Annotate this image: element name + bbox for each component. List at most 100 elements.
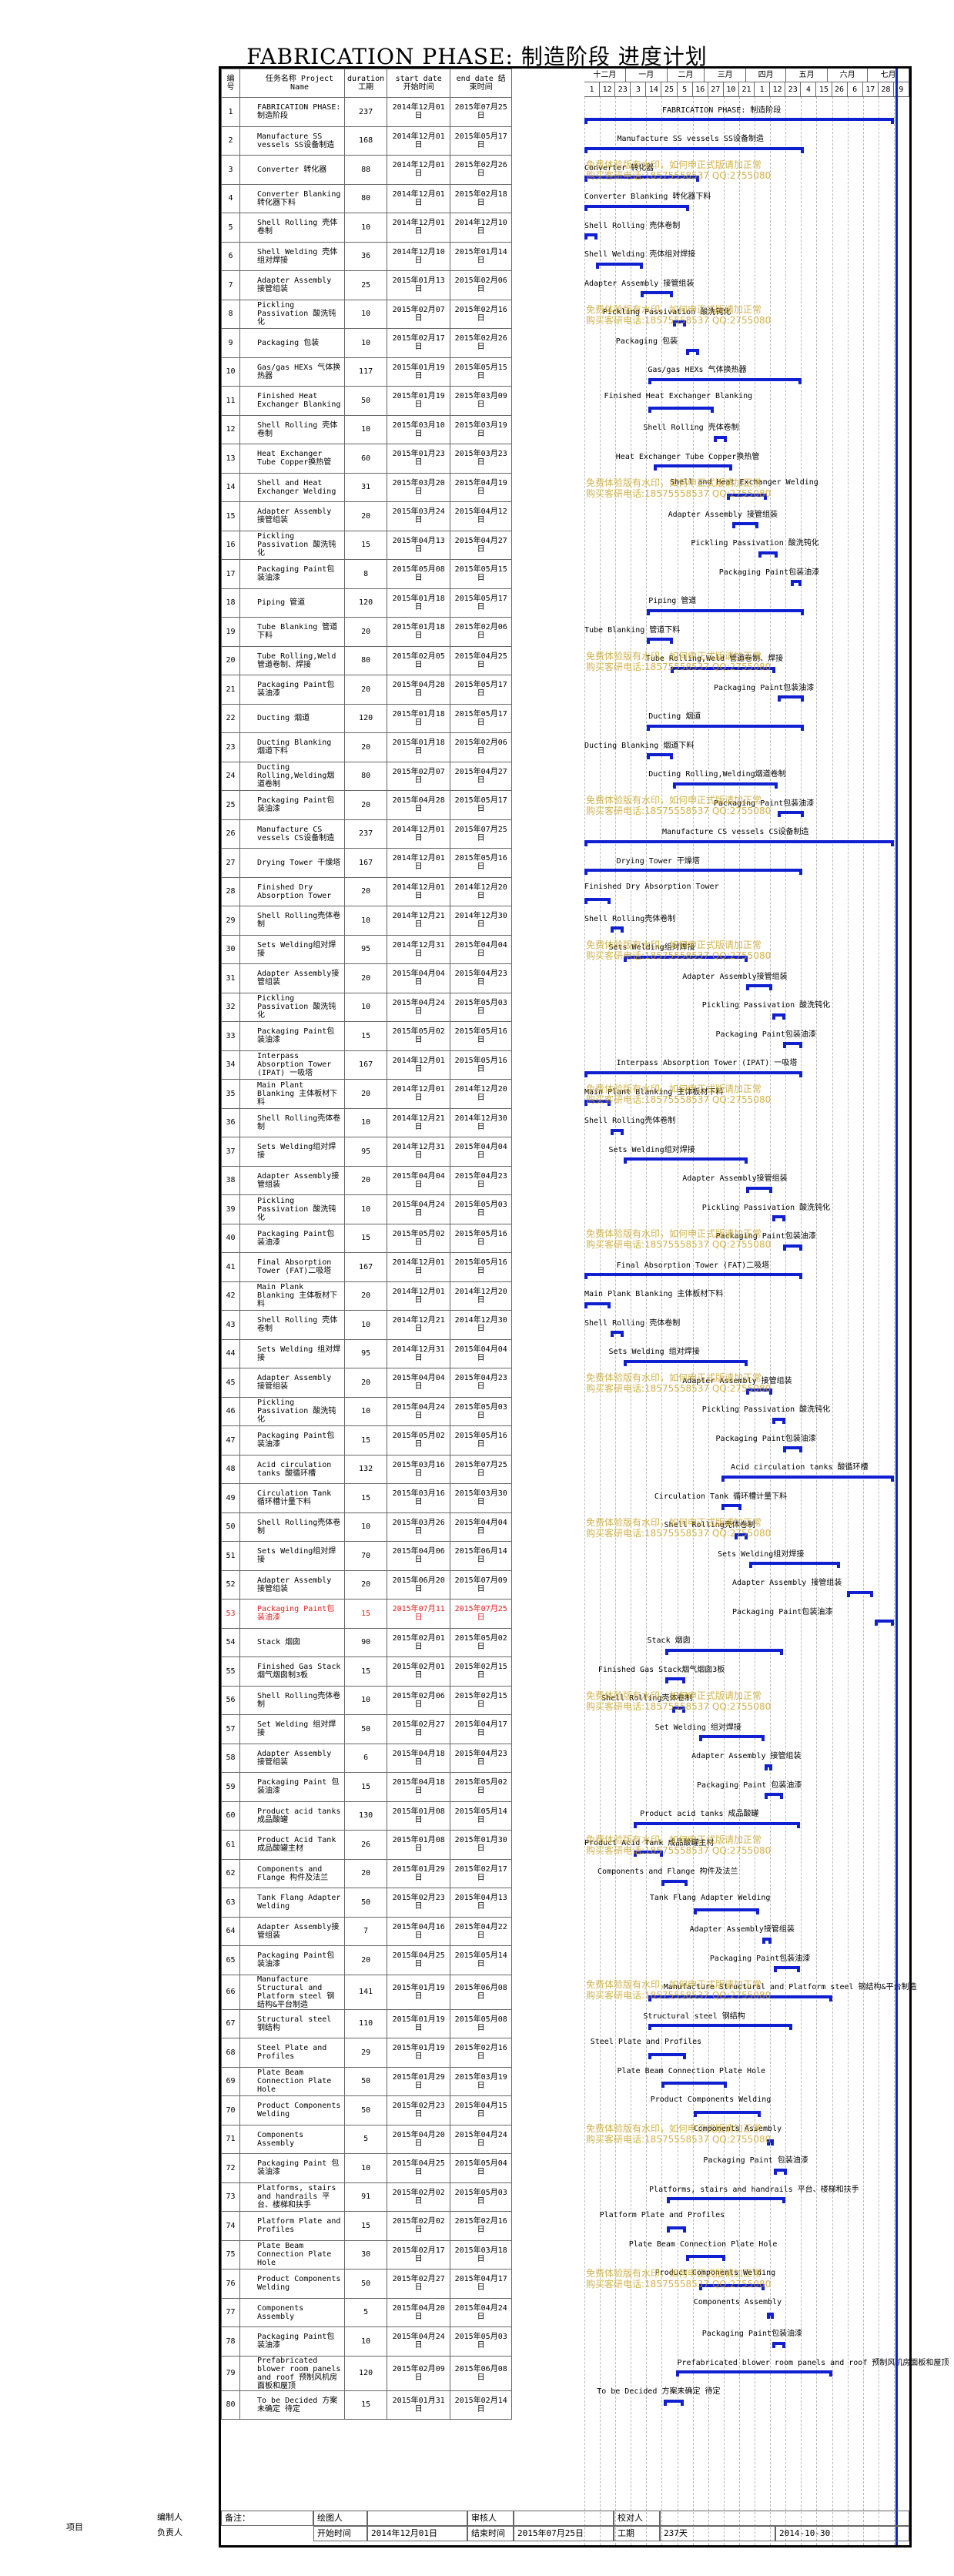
table-row[interactable]: 78 Packaging Paint包装油漆 10 2015年04月24日 2015年0…	[221, 2326, 513, 2357]
gantt-bar[interactable]	[584, 176, 700, 182]
gantt-bar[interactable]	[648, 407, 714, 413]
gantt-bar[interactable]	[748, 1562, 841, 1568]
table-row[interactable]: 46 Pickling Passivation 酸洗钝化 10 2015年04月24日…	[221, 1396, 513, 1426]
gantt-bar[interactable]	[778, 811, 804, 817]
table-row[interactable]: 59 Packaging Paint 包装油漆 15 2015年04月18日 2015年…	[221, 1772, 513, 1802]
table-row[interactable]: 77 Components Assembly 5 2015年04月20日 2015年04…	[221, 2297, 513, 2327]
table-row[interactable]: 70 Product Components Welding 50 2015年02月23…	[221, 2095, 513, 2125]
table-row[interactable]: 33 Packaging Paint包装油漆 15 2015年05月02日 2015年0…	[221, 1021, 513, 1051]
gantt-bar[interactable]	[713, 435, 727, 442]
gantt-bar[interactable]	[721, 1475, 894, 1482]
table-row[interactable]: 62 Components and Flange 构件及法兰 20 2015年01月2…	[221, 1858, 513, 1888]
gantt-bar[interactable]	[664, 2399, 685, 2406]
gantt-bar[interactable]	[731, 522, 758, 528]
gantt-bar[interactable]	[791, 580, 802, 586]
gantt-bar[interactable]	[699, 2283, 765, 2290]
gantt-bar[interactable]	[782, 1042, 803, 1048]
table-row[interactable]: 34 Interpass Absorption Tower (IPAT) 一吸塔 1…	[221, 1050, 513, 1080]
table-row[interactable]: 23 Ducting Blanking 烟道下料 20 2015年01月18日 2015…	[221, 732, 513, 762]
gantt-bar[interactable]	[772, 1417, 786, 1424]
gantt-bar[interactable]	[673, 782, 778, 789]
table-row[interactable]: 6 Shell Welding 壳体组对焊接 36 2014年12月10日 2015年0…	[221, 241, 513, 271]
table-row[interactable]: 41 Final Absorption Tower (FAT)二吸塔 167 2014…	[221, 1252, 513, 1282]
table-row[interactable]: 12 Shell Rolling 壳体卷制 10 2015年03月10日 2015年03…	[221, 414, 513, 444]
gantt-bar[interactable]	[758, 551, 778, 558]
table-row[interactable]: 58 Adapter Assembly 接管组装 6 2015年04月18日 2015年…	[221, 1743, 513, 1773]
gantt-bar[interactable]	[746, 1388, 773, 1395]
table-row[interactable]: 68 Steel Plate and Profiles 29 2015年01月19日 2…	[221, 2038, 513, 2068]
table-row[interactable]: 42 Main Plank Blanking 主体板材下料 20 2014年12月01…	[221, 1281, 513, 1311]
table-row[interactable]: 40 Packaging Paint包装油漆 15 2015年05月02日 2015年0…	[221, 1223, 513, 1253]
table-row[interactable]: 55 Finished Gas Stack 烟气烟囱制3板 15 2015年02月01…	[221, 1656, 513, 1687]
gantt-bar[interactable]	[721, 1504, 741, 1510]
table-row[interactable]: 28 Finished Dry Absorption Tower 20 2014年12…	[221, 876, 513, 906]
table-row[interactable]: 64 Adapter Assembly接管组装 7 2015年04月16日 2015年0…	[221, 1916, 513, 1946]
table-row[interactable]: 45 Adapter Assembly 接管组装 20 2015年04月04日 2015…	[221, 1368, 513, 1398]
table-row[interactable]: 74 Platform Plate and Profiles 15 2015年02月0…	[221, 2211, 513, 2241]
table-row[interactable]: 56 Shell Rolling壳体卷制 10 2015年02月06日 2015年02月…	[221, 1685, 513, 1715]
gantt-bar[interactable]	[773, 1966, 800, 1972]
gantt-bar[interactable]	[584, 897, 611, 904]
table-row[interactable]: 5 Shell Rolling 壳体卷制 10 2014年12月01日 2014年12月…	[221, 213, 513, 243]
table-row[interactable]: 19 Tube Blanking 管道下料 20 2015年01月18日 2015年02…	[221, 617, 513, 647]
gantt-bar[interactable]	[584, 869, 803, 875]
gantt-bar[interactable]	[699, 1735, 765, 1741]
gantt-bar[interactable]	[778, 695, 804, 702]
gantt-bar[interactable]	[846, 1590, 873, 1597]
gantt-bar[interactable]	[665, 1677, 686, 1683]
table-row[interactable]: 10 Gas/gas HEXs 气体换热器 117 2015年01月19日 2015年0…	[221, 357, 513, 387]
gantt-bar[interactable]	[694, 1908, 760, 1914]
table-row[interactable]: 43 Shell Rolling 壳体卷制 10 2014年12月21日 2014年12…	[221, 1310, 513, 1340]
gantt-bar[interactable]	[623, 1359, 748, 1366]
table-row[interactable]: 26 Manufacture CS vessels CS设备制造 237 2014年1…	[221, 819, 513, 849]
table-row[interactable]: 1 FABRICATION PHASE: 制造阶段 237 2014年12月01日 20…	[221, 97, 513, 127]
table-row[interactable]: 80 To be Decided 方案未确定 待定 15 2015年01月31日 201…	[221, 2390, 513, 2420]
table-row[interactable]: 75 Plate Beam Connection Plate Hole 30 2015…	[221, 2239, 513, 2269]
table-row[interactable]: 31 Adapter Assembly接管组装 20 2015年04月04日 2015年…	[221, 963, 513, 993]
table-row[interactable]: 38 Adapter Assembly接管组装 20 2015年04月04日 2015年…	[221, 1165, 513, 1195]
gantt-bar[interactable]	[634, 1851, 664, 1857]
gantt-bar[interactable]	[623, 955, 748, 962]
table-row[interactable]: 51 Sets Welding组对焊接 70 2015年04月06日 2015年06月1…	[221, 1541, 513, 1571]
gantt-bar[interactable]	[767, 2139, 775, 2146]
table-row[interactable]: 11 Finished Heat Exchanger Blanking 50 2015…	[221, 386, 513, 416]
table-row[interactable]: 4 Converter Blanking 转化器下料 80 2014年12月01日 20…	[221, 183, 513, 213]
gantt-bar[interactable]	[686, 349, 700, 355]
table-row[interactable]: 16 Pickling Passivation 酸洗钝化 15 2015年04月13日…	[221, 530, 513, 560]
gantt-bar[interactable]	[647, 724, 804, 731]
gantt-bar[interactable]	[772, 2341, 786, 2348]
gantt-bar[interactable]	[623, 1157, 748, 1164]
table-row[interactable]: 22 Ducting 烟道 120 2015年01月18日 2015年05月17日	[221, 703, 513, 733]
table-row[interactable]: 49 Circulation Tank 循环槽计量下料 15 2015年03月16日 2…	[221, 1483, 513, 1513]
gantt-bar[interactable]	[665, 1648, 783, 1655]
table-row[interactable]: 13 Heat Exchanger Tube Copper换热管 60 2015年01…	[221, 444, 513, 474]
gantt-bar[interactable]	[670, 666, 775, 673]
table-row[interactable]: 73 Platforms, stairs and handrails 平台、楼梯和…	[221, 2182, 513, 2212]
gantt-bar[interactable]	[746, 1186, 773, 1193]
table-row[interactable]: 71 Components Assembly 5 2015年04月20日 2015年04…	[221, 2124, 513, 2154]
table-row[interactable]: 32 Pickling Passivation 酸洗钝化 10 2015年04月24日…	[221, 992, 513, 1022]
gantt-bar[interactable]	[647, 608, 804, 615]
gantt-bar[interactable]	[584, 146, 804, 153]
gantt-bar[interactable]	[584, 233, 598, 240]
gantt-bar[interactable]	[647, 753, 674, 759]
table-row[interactable]: 60 Product acid tanks 成品酸罐 130 2015年01月08日 2…	[221, 1801, 513, 1831]
gantt-bar[interactable]	[648, 377, 802, 384]
gantt-bar[interactable]	[782, 1446, 803, 1452]
table-row[interactable]: 7 Adapter Assembly 接管组装 25 2015年01月13日 2015年…	[221, 270, 513, 300]
table-row[interactable]: 24 Ducting Rolling,Welding烟道卷制 80 2015年02月0…	[221, 761, 513, 791]
table-row[interactable]: 67 Structural steel 钢结构 110 2015年01月19日 2015…	[221, 2008, 513, 2038]
gantt-bar[interactable]	[765, 1764, 773, 1770]
table-row[interactable]: 35 Main Plant Blanking 主体板材下料 20 2014年12月01…	[221, 1079, 513, 1109]
gantt-bar[interactable]	[782, 1244, 803, 1251]
table-row[interactable]: 39 Pickling Passivation 酸洗钝化 10 2015年04月24日…	[221, 1194, 513, 1224]
table-row[interactable]: 20 Tube Rolling,Weld 管道卷制、焊接 80 2015年02月05日…	[221, 645, 513, 675]
table-row[interactable]: 69 Plate Beam Connection Plate Hole 50 2015…	[221, 2066, 513, 2096]
gantt-bar[interactable]	[584, 118, 894, 124]
table-row[interactable]: 18 Piping 管道 120 2015年01月18日 2015年05月17日	[221, 588, 513, 618]
gantt-bar[interactable]	[661, 1879, 688, 1886]
table-row[interactable]: 30 Sets Welding组对焊接 95 2014年12月31日 2015年04月0…	[221, 934, 513, 964]
gantt-bar[interactable]	[610, 926, 624, 933]
table-row[interactable]: 48 Acid circulation tanks 酸循环槽 132 2015年03月…	[221, 1454, 513, 1484]
gantt-bar[interactable]	[653, 464, 732, 471]
